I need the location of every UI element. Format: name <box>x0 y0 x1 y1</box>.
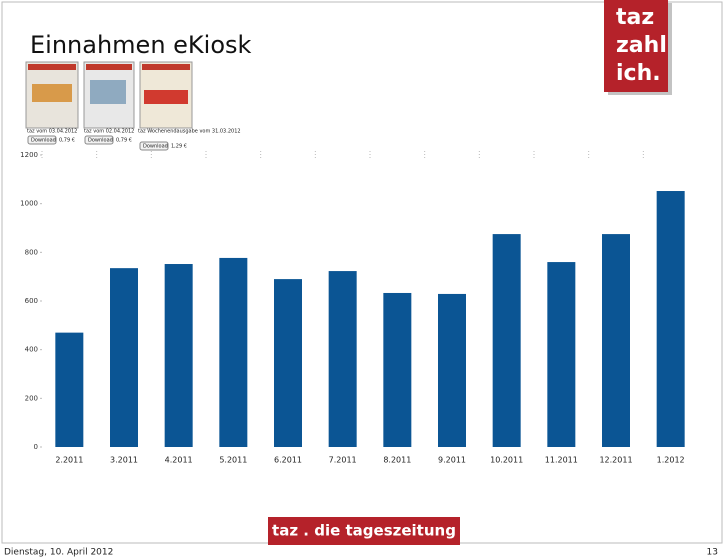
download-button[interactable] <box>139 141 169 151</box>
bar <box>602 234 630 447</box>
y-tick-label: 200 <box>25 394 38 402</box>
thumbnail-head <box>142 64 190 70</box>
offer-caption: taz vom 03.04.2012 <box>27 129 77 135</box>
x-tick-label: 4.2011 <box>165 456 193 465</box>
button-label[interactable]: Download <box>31 138 56 144</box>
x-tick-label: 1.2012 <box>657 456 685 465</box>
logo-line: taz <box>616 5 654 30</box>
button-label[interactable]: Download <box>143 144 168 150</box>
y-tick-label: 800 <box>25 248 38 256</box>
x-tick-label: 8.2011 <box>383 456 411 465</box>
footer-logo-box <box>268 517 460 545</box>
bar <box>492 234 521 447</box>
y-tick-label: 1000 <box>20 200 38 208</box>
logo-line: zahl <box>616 33 667 58</box>
offer-price: 0,79 € <box>59 138 75 144</box>
download-button[interactable] <box>84 135 114 145</box>
thumbnails <box>25 61 193 129</box>
y-tick-label: 0 <box>34 443 38 451</box>
footer-logo: taz . die tageszeitung <box>272 522 456 540</box>
footer-date: Dienstag, 10. April 2012 <box>4 548 113 558</box>
thumbnail-photo <box>90 80 126 104</box>
thumbnail-head <box>28 64 76 70</box>
slide-title: Einnahmen eKiosk <box>30 31 252 59</box>
bar <box>383 292 412 447</box>
bar <box>110 268 138 447</box>
offer-price: 1,29 € <box>171 144 187 150</box>
bar <box>328 271 357 447</box>
x-tick-label: 6.2011 <box>274 456 302 465</box>
page-number: 13 <box>707 548 718 558</box>
y-tick-label: 1200 <box>20 151 38 159</box>
x-tick-label: 9.2011 <box>438 456 466 465</box>
logo-line: ich. <box>616 61 661 86</box>
y-tick-label: 400 <box>25 346 38 354</box>
download-button[interactable] <box>27 135 57 145</box>
offer-caption: taz Wochenendausgabe vom 31.03.2012 <box>138 129 241 135</box>
bar <box>164 264 193 447</box>
bar <box>547 262 576 447</box>
bar <box>274 279 302 447</box>
bar <box>219 257 248 447</box>
x-tick-label: 3.2011 <box>110 456 138 465</box>
offer-price: 0,79 € <box>116 138 132 144</box>
bar <box>656 191 685 447</box>
thumbnail-photo <box>32 84 72 102</box>
x-tick-label: 7.2011 <box>329 456 357 465</box>
y-tick-label: 600 <box>25 297 38 305</box>
bar <box>438 293 466 447</box>
thumbnail-banner <box>144 90 188 104</box>
thumbnail-head <box>86 64 132 70</box>
offer-caption: taz vom 02.04.2012 <box>84 129 134 135</box>
x-tick-label: 2.2011 <box>55 456 83 465</box>
bar <box>55 332 84 447</box>
x-tick-label: 10.2011 <box>490 456 523 465</box>
x-tick-label: 5.2011 <box>219 456 247 465</box>
x-tick-label: 11.2011 <box>545 456 578 465</box>
logo-box <box>604 0 668 92</box>
button-label[interactable]: Download <box>88 138 113 144</box>
x-tick-label: 12.2011 <box>599 456 632 465</box>
